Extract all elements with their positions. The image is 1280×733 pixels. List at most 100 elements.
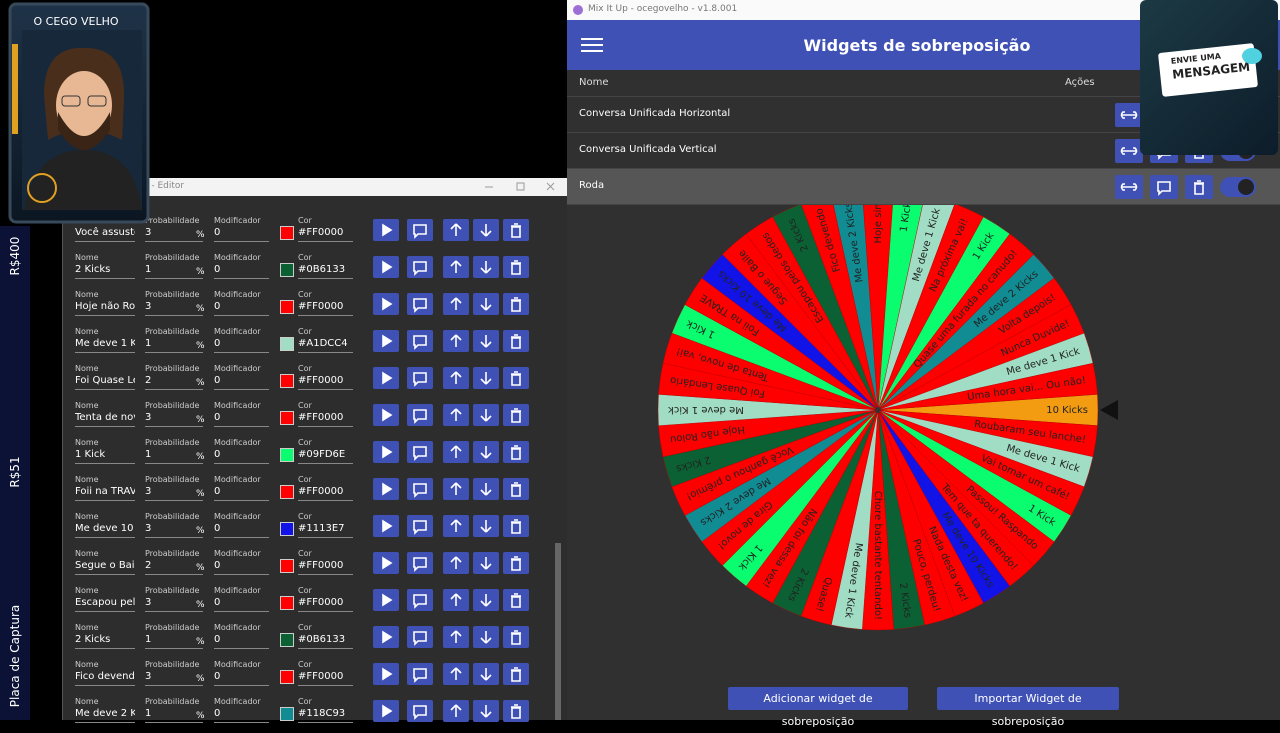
- row-button[interactable]: [473, 515, 499, 537]
- row-button[interactable]: [373, 293, 399, 315]
- field-value[interactable]: #09FD6E: [298, 449, 346, 460]
- row-button[interactable]: [373, 367, 399, 389]
- row-button[interactable]: [503, 330, 529, 352]
- field-value[interactable]: 3: [145, 227, 152, 238]
- field-value[interactable]: 2: [145, 375, 152, 386]
- row-button[interactable]: [373, 256, 399, 278]
- row-button[interactable]: [473, 219, 499, 241]
- row-button[interactable]: [373, 515, 399, 537]
- field-value[interactable]: #0B6133: [298, 634, 346, 645]
- row-button[interactable]: [373, 589, 399, 611]
- action-button[interactable]: Adicionar widget de sobreposição: [728, 687, 908, 728]
- field-value[interactable]: 3: [145, 523, 152, 534]
- action-button[interactable]: [1115, 139, 1143, 163]
- field-value[interactable]: #FF0000: [298, 560, 344, 571]
- row-button[interactable]: [473, 626, 499, 648]
- field-value[interactable]: 3: [145, 671, 152, 682]
- field-value[interactable]: 0: [214, 449, 221, 460]
- row-button[interactable]: [443, 293, 469, 315]
- field-value[interactable]: 1 Kick: [75, 449, 106, 460]
- row-button[interactable]: [407, 219, 433, 241]
- action-button[interactable]: [1115, 103, 1143, 127]
- row-button[interactable]: [407, 441, 433, 463]
- field-value[interactable]: 1: [145, 338, 152, 349]
- field-value[interactable]: 0: [214, 264, 221, 275]
- row-button[interactable]: [443, 367, 469, 389]
- field-value[interactable]: 2: [145, 560, 152, 571]
- field-value[interactable]: 0: [214, 412, 221, 423]
- field-value[interactable]: Você assusto: [75, 227, 135, 238]
- field-value[interactable]: #FF0000: [298, 301, 344, 312]
- field-value[interactable]: 1: [145, 264, 152, 275]
- row-button[interactable]: [407, 367, 433, 389]
- row-button[interactable]: [407, 589, 433, 611]
- menu-button[interactable]: [581, 37, 603, 53]
- field-value[interactable]: #FF0000: [298, 486, 344, 497]
- field-value[interactable]: 3: [145, 301, 152, 312]
- row-button[interactable]: [407, 626, 433, 648]
- row-button[interactable]: [373, 441, 399, 463]
- action-button[interactable]: Importar Widget de sobreposição: [937, 687, 1119, 728]
- row-button[interactable]: [473, 404, 499, 426]
- row-button[interactable]: [373, 404, 399, 426]
- field-value[interactable]: 3: [145, 486, 152, 497]
- field-value[interactable]: Me deve 1 Kic: [75, 338, 135, 349]
- row-button[interactable]: [503, 293, 529, 315]
- action-button[interactable]: [1115, 175, 1143, 199]
- row-button[interactable]: [373, 663, 399, 685]
- scrollbar[interactable]: [555, 543, 561, 720]
- field-value[interactable]: 3: [145, 412, 152, 423]
- row-button[interactable]: [503, 700, 529, 722]
- field-value[interactable]: 1: [145, 634, 152, 645]
- field-value[interactable]: #FF0000: [298, 375, 344, 386]
- row-button[interactable]: [407, 700, 433, 722]
- row-button[interactable]: [407, 478, 433, 500]
- field-value[interactable]: 0: [214, 523, 221, 534]
- row-button[interactable]: [503, 256, 529, 278]
- row-button[interactable]: [503, 404, 529, 426]
- toggle[interactable]: [1220, 177, 1256, 197]
- field-value[interactable]: 0: [214, 708, 221, 719]
- field-value[interactable]: #118C93: [298, 708, 346, 719]
- field-value[interactable]: 0: [214, 634, 221, 645]
- row-button[interactable]: [443, 663, 469, 685]
- row-button[interactable]: [503, 367, 529, 389]
- row-button[interactable]: [473, 330, 499, 352]
- field-value[interactable]: #FF0000: [298, 227, 344, 238]
- row-button[interactable]: [503, 219, 529, 241]
- row-button[interactable]: [373, 552, 399, 574]
- row-button[interactable]: [473, 293, 499, 315]
- row-button[interactable]: [407, 552, 433, 574]
- row-button[interactable]: [443, 330, 469, 352]
- row-button[interactable]: [503, 663, 529, 685]
- field-value[interactable]: 0: [214, 227, 221, 238]
- row-button[interactable]: [473, 700, 499, 722]
- field-value[interactable]: Escapou pelo: [75, 597, 135, 608]
- field-value[interactable]: Hoje não Rolo: [75, 301, 135, 312]
- row-button[interactable]: [443, 441, 469, 463]
- field-value[interactable]: 3: [145, 597, 152, 608]
- field-value[interactable]: 1: [145, 708, 152, 719]
- field-value[interactable]: 0: [214, 597, 221, 608]
- row-button[interactable]: [503, 626, 529, 648]
- row-button[interactable]: [443, 552, 469, 574]
- field-value[interactable]: 2 Kicks: [75, 634, 111, 645]
- row-button[interactable]: [503, 515, 529, 537]
- field-value[interactable]: #FF0000: [298, 412, 344, 423]
- row-button[interactable]: [473, 478, 499, 500]
- field-value[interactable]: 2 Kicks: [75, 264, 111, 275]
- row-button[interactable]: [407, 515, 433, 537]
- row-button[interactable]: [373, 219, 399, 241]
- row-button[interactable]: [443, 515, 469, 537]
- action-button[interactable]: [1150, 175, 1178, 199]
- field-value[interactable]: 0: [214, 486, 221, 497]
- field-value[interactable]: #1113E7: [298, 523, 345, 534]
- row-button[interactable]: [373, 700, 399, 722]
- row-button[interactable]: [443, 404, 469, 426]
- row-button[interactable]: [503, 478, 529, 500]
- row-button[interactable]: [473, 663, 499, 685]
- row-button[interactable]: [373, 330, 399, 352]
- row-button[interactable]: [473, 589, 499, 611]
- row-button[interactable]: [473, 441, 499, 463]
- field-value[interactable]: Foi Quase Ler: [75, 375, 135, 386]
